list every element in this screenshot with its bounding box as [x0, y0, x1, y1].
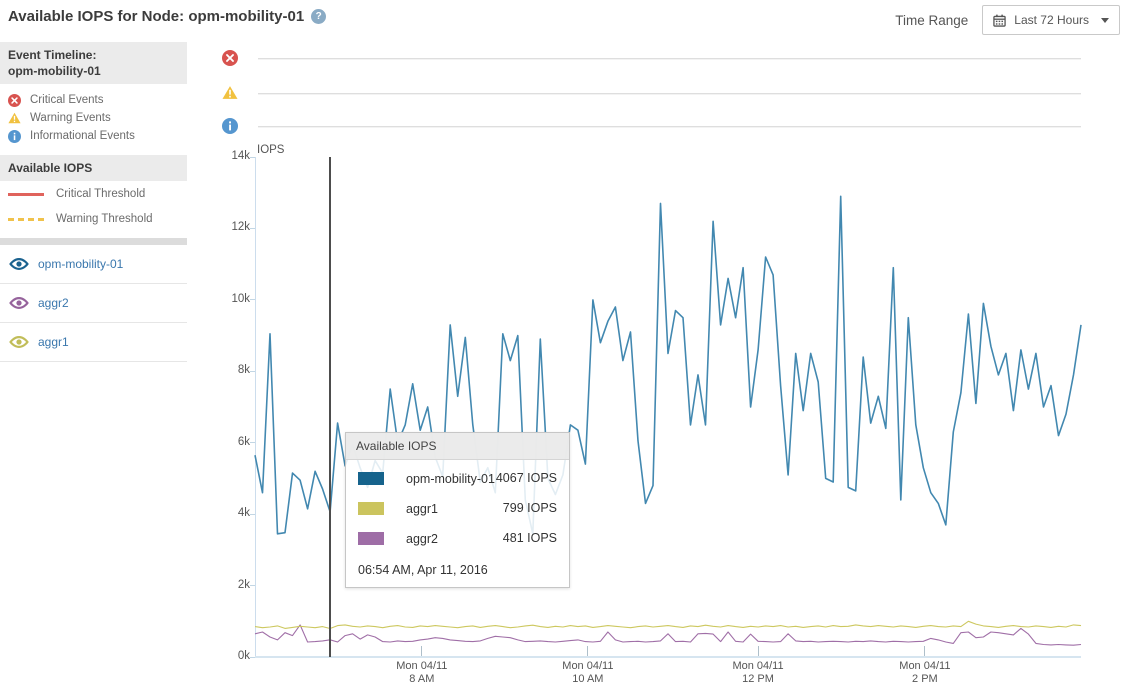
critical-threshold-legend: Critical Threshold	[0, 181, 187, 206]
page-header: Available IOPS for Node: opm-mobility-01…	[8, 8, 327, 25]
x-tick-label: Mon 04/11 10 AM	[562, 660, 614, 685]
tooltip-series-label: aggr2	[406, 532, 438, 546]
x-tick-label: Mon 04/11 12 PM	[732, 660, 784, 685]
info-circle-icon	[8, 129, 21, 143]
y-tick-label: 0k	[237, 650, 250, 662]
info-circle-icon	[222, 118, 238, 134]
event-timeline-sidebar: Event Timeline: opm-mobility-01 Critical…	[0, 42, 187, 362]
series-swatch	[358, 472, 384, 485]
tooltip-timestamp: 06:54 AM, Apr 11, 2016	[358, 563, 488, 577]
y-tick-mark	[250, 656, 255, 658]
series-swatch	[358, 502, 384, 515]
tooltip-title: Available IOPS	[346, 433, 569, 460]
y-tick-label: 10k	[231, 292, 250, 305]
y-tick-label: 2k	[237, 578, 250, 591]
warning-triangle-icon	[222, 85, 238, 100]
eye-icon[interactable]	[8, 257, 30, 271]
y-tick-mark	[250, 156, 255, 158]
event-timeline-header: Event Timeline: opm-mobility-01	[0, 42, 187, 84]
legend-warning-label: Warning Events	[30, 112, 111, 124]
critical-circle-x-icon	[222, 50, 238, 66]
time-range-value: Last 72 Hours	[1014, 13, 1089, 27]
page-title: Available IOPS for Node: opm-mobility-01	[8, 8, 305, 25]
y-tick-mark	[250, 585, 255, 587]
critical-circle-x-icon	[8, 93, 21, 107]
x-tick-mark	[924, 646, 926, 656]
tooltip-series-value: 481 IOPS	[502, 531, 557, 545]
tooltip-body: opm-mobility-01 4067 IOPS aggr1 799 IOPS…	[346, 460, 569, 554]
legend-informational-events: Informational Events	[0, 127, 187, 145]
sidebar-divider-bar	[0, 238, 187, 245]
sidebar-item-label[interactable]: opm-mobility-01	[38, 257, 124, 271]
chart-tooltip: Available IOPS opm-mobility-01 4067 IOPS…	[345, 432, 570, 588]
series-swatch	[358, 532, 384, 545]
event-timeline-title: Event Timeline:	[8, 48, 97, 62]
critical-events-lane	[258, 58, 1081, 59]
y-axis-unit-label: IOPS	[257, 144, 285, 156]
tooltip-row-opm-mobility-01: opm-mobility-01 4067 IOPS	[346, 464, 569, 494]
sidebar-item-opm-mobility-01[interactable]: opm-mobility-01	[0, 245, 187, 284]
y-tick-label: 4k	[237, 507, 250, 520]
legend-critical-events: Critical Events	[0, 91, 187, 109]
x-axis	[255, 656, 1081, 658]
informational-events-lane	[258, 126, 1081, 127]
warning-events-lane	[258, 93, 1081, 94]
time-range-group: Time Range Last 72 Hours	[895, 5, 1120, 35]
y-tick-mark	[250, 442, 255, 444]
time-range-label: Time Range	[895, 12, 969, 28]
x-tick-label: Mon 04/11 8 AM	[396, 660, 448, 685]
eye-icon[interactable]	[8, 335, 30, 349]
tooltip-row-aggr1: aggr1 799 IOPS	[346, 494, 569, 524]
warning-threshold-swatch	[8, 217, 44, 221]
legend-critical-label: Critical Events	[30, 94, 104, 106]
y-tick-mark	[250, 227, 255, 229]
tooltip-series-label: aggr1	[406, 502, 438, 516]
tooltip-row-aggr2: aggr2 481 IOPS	[346, 524, 569, 554]
sidebar-item-label[interactable]: aggr2	[38, 296, 69, 310]
critical-threshold-label: Critical Threshold	[56, 188, 146, 200]
available-iops-panel-header: Available IOPS	[0, 155, 187, 181]
sidebar-item-aggr2[interactable]: aggr2	[0, 284, 187, 323]
x-tick-mark	[421, 646, 423, 656]
y-tick-mark	[250, 513, 255, 515]
eye-icon[interactable]	[8, 296, 30, 310]
series-line-aggr2	[254, 624, 1082, 646]
chart-hover-cursor-line[interactable]	[329, 157, 331, 657]
x-tick-label: Mon 04/11 2 PM	[899, 660, 951, 685]
tooltip-series-value: 799 IOPS	[502, 501, 557, 515]
critical-threshold-swatch	[8, 192, 44, 196]
legend-informational-label: Informational Events	[30, 130, 135, 142]
tooltip-series-value: 4067 IOPS	[495, 471, 557, 485]
y-axis	[255, 157, 256, 657]
event-timeline-subtitle: opm-mobility-01	[8, 64, 101, 78]
sidebar-item-aggr1[interactable]: aggr1	[0, 323, 187, 362]
y-tick-mark	[250, 299, 255, 301]
time-range-dropdown[interactable]: Last 72 Hours	[982, 5, 1120, 35]
help-icon[interactable]: ?	[311, 9, 327, 24]
series-line-opm-mobility-01	[254, 195, 1082, 535]
warning-triangle-icon	[8, 112, 21, 125]
x-tick-mark	[587, 646, 589, 656]
y-tick-label: 14k	[231, 150, 250, 162]
y-tick-label: 12k	[231, 221, 250, 234]
chevron-down-icon	[1101, 17, 1109, 23]
iops-line-chart-plot-area[interactable]	[254, 157, 1082, 657]
sidebar-item-label[interactable]: aggr1	[38, 335, 69, 349]
y-tick-label: 8k	[237, 364, 250, 377]
x-tick-mark	[757, 646, 759, 656]
legend-warning-events: Warning Events	[0, 109, 187, 127]
y-tick-mark	[250, 370, 255, 372]
tooltip-series-label: opm-mobility-01	[406, 472, 495, 486]
y-tick-label: 6k	[237, 435, 250, 448]
warning-threshold-legend: Warning Threshold	[0, 206, 187, 231]
calendar-icon	[993, 14, 1007, 27]
series-line-aggr1	[254, 620, 1082, 630]
warning-threshold-label: Warning Threshold	[56, 213, 153, 225]
event-legend: Critical Events Warning Events Informati…	[0, 91, 187, 145]
